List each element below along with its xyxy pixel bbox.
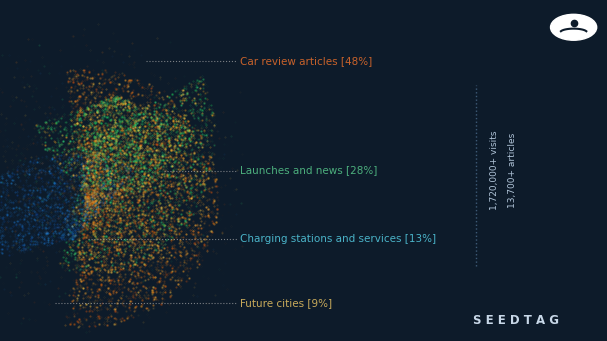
- Text: Car review articles [48%]: Car review articles [48%]: [240, 56, 372, 66]
- Text: 1,720,000+ visits: 1,720,000+ visits: [490, 131, 499, 210]
- Text: S E E D T A G: S E E D T A G: [473, 314, 560, 327]
- Text: 13,700+ articles: 13,700+ articles: [509, 133, 517, 208]
- Text: Charging stations and services [13%]: Charging stations and services [13%]: [240, 234, 436, 244]
- Text: Future cities [9%]: Future cities [9%]: [240, 298, 332, 309]
- Circle shape: [551, 14, 597, 40]
- Text: Launches and news [28%]: Launches and news [28%]: [240, 165, 377, 176]
